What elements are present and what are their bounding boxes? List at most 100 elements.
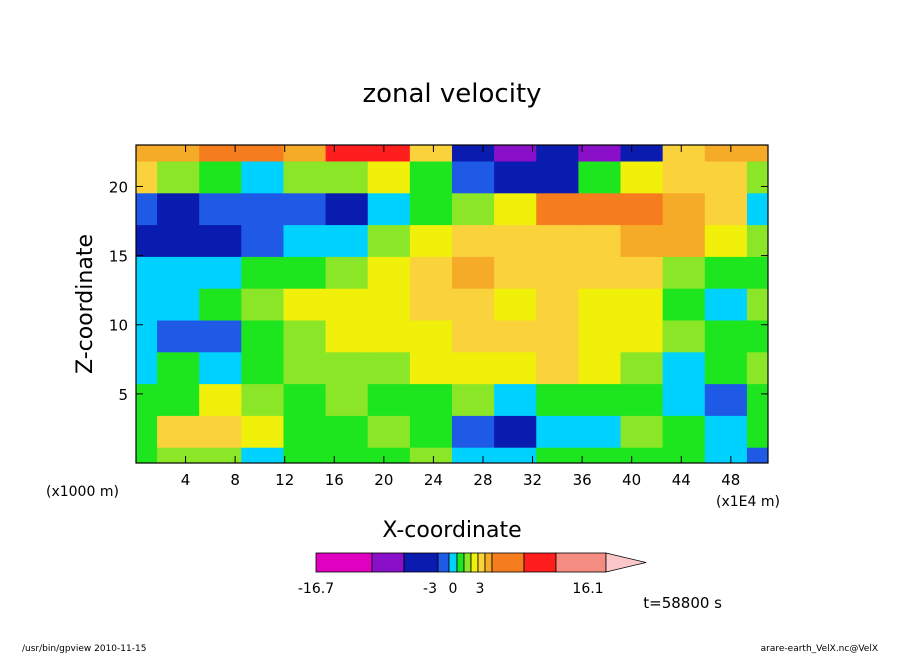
heatmap-cell bbox=[494, 160, 537, 194]
heatmap-cell bbox=[325, 160, 369, 194]
heatmap-cell bbox=[136, 447, 158, 463]
heatmap-cell bbox=[620, 224, 664, 257]
heatmap-cell bbox=[157, 145, 200, 162]
x-tick-label: 48 bbox=[721, 471, 740, 489]
y-tick-label: 20 bbox=[109, 178, 128, 196]
heatmap-cell bbox=[199, 256, 242, 289]
heatmap-cell bbox=[283, 447, 327, 463]
heatmap-cell bbox=[325, 145, 369, 162]
heatmap-cell bbox=[283, 192, 327, 226]
heatmap-cell bbox=[409, 351, 453, 385]
heatmap-cell bbox=[241, 192, 285, 226]
heatmap-cell bbox=[578, 351, 622, 385]
colorbar-segment bbox=[371, 552, 405, 573]
heatmap-cell bbox=[367, 319, 411, 353]
heatmap-cell bbox=[199, 192, 242, 226]
heatmap-cell bbox=[325, 256, 369, 289]
heatmap-cell bbox=[452, 288, 495, 321]
heatmap-cell bbox=[325, 447, 369, 463]
x-tick-label: 4 bbox=[181, 471, 191, 489]
x-tick-label: 32 bbox=[523, 471, 542, 489]
heatmap-cell bbox=[367, 288, 411, 321]
heatmap-cell bbox=[199, 288, 242, 321]
heatmap-cell bbox=[199, 224, 242, 257]
heatmap-cell bbox=[536, 192, 579, 226]
heatmap-cell bbox=[409, 383, 453, 416]
y-axis: 5 10 15 20 bbox=[109, 178, 768, 404]
x-axis: 4 8 12 16 20 24 28 32 36 40 44 48 bbox=[181, 145, 740, 489]
x-tick-label: 16 bbox=[325, 471, 344, 489]
heatmap-cell bbox=[409, 319, 453, 353]
heatmap-cell bbox=[494, 192, 537, 226]
heatmap-cell bbox=[409, 447, 453, 463]
heatmap-cell bbox=[367, 224, 411, 257]
heatmap-cell bbox=[620, 383, 664, 416]
heatmap-cell bbox=[283, 256, 327, 289]
heatmap-cell bbox=[452, 160, 495, 194]
heatmap-cell bbox=[662, 145, 706, 162]
colorbar-segment bbox=[470, 552, 479, 573]
heatmap-cell bbox=[409, 256, 453, 289]
heatmap-cell bbox=[452, 383, 495, 416]
heatmap-cell bbox=[578, 192, 622, 226]
y-tick-label: 15 bbox=[109, 248, 128, 266]
chart-title: zonal velocity bbox=[362, 79, 541, 109]
heatmap-cell bbox=[199, 145, 242, 162]
heatmap-cell bbox=[662, 383, 706, 416]
x-tick-label: 36 bbox=[573, 471, 592, 489]
heatmap-cell bbox=[136, 288, 158, 321]
heatmap-cell bbox=[367, 145, 411, 162]
colorbar-segment bbox=[491, 552, 525, 573]
heatmap-cell bbox=[367, 192, 411, 226]
heatmap-cell bbox=[452, 351, 495, 385]
heatmap-cell bbox=[620, 256, 664, 289]
heatmap-cell bbox=[367, 383, 411, 416]
heatmap-cell bbox=[283, 351, 327, 385]
heatmap-cell bbox=[704, 319, 748, 353]
heatmap-cell bbox=[157, 160, 200, 194]
heatmap-cell bbox=[620, 160, 664, 194]
heatmap-cell bbox=[494, 288, 537, 321]
heatmap-cell bbox=[662, 288, 706, 321]
heatmap-cell bbox=[136, 319, 158, 353]
heatmap-cell bbox=[620, 447, 664, 463]
heatmap-cell bbox=[746, 351, 768, 385]
x-unit-right: (x1E4 m) bbox=[716, 494, 780, 510]
heatmap-cell bbox=[325, 351, 369, 385]
heatmap-cell bbox=[494, 415, 537, 448]
heatmap-cell bbox=[283, 319, 327, 353]
heatmap-cell bbox=[704, 288, 748, 321]
heatmap-cell bbox=[662, 256, 706, 289]
heatmap-cell bbox=[241, 383, 285, 416]
heatmap-cell bbox=[241, 224, 285, 257]
heatmap-cell bbox=[536, 224, 579, 257]
heatmap-cell bbox=[620, 145, 664, 162]
plot-area bbox=[135, 144, 769, 464]
heatmap-cell bbox=[241, 447, 285, 463]
heatmap-cell bbox=[494, 447, 537, 463]
heatmap-cell bbox=[662, 192, 706, 226]
heatmap-cell bbox=[241, 145, 285, 162]
heatmap-cell bbox=[536, 145, 579, 162]
heatmap-cell bbox=[157, 447, 200, 463]
heatmap-cell bbox=[136, 224, 158, 257]
heatmap-cell bbox=[136, 160, 158, 194]
heatmap-cell bbox=[136, 383, 158, 416]
heatmap-cell bbox=[704, 192, 748, 226]
heatmap-cell bbox=[494, 224, 537, 257]
x-tick-label: 8 bbox=[230, 471, 240, 489]
heatmap-cell bbox=[662, 319, 706, 353]
heatmap-cell bbox=[136, 145, 158, 162]
x-tick-label: 24 bbox=[424, 471, 443, 489]
heatmap-cell bbox=[283, 145, 327, 162]
heatmap-cell bbox=[494, 383, 537, 416]
heatmap-cell bbox=[157, 383, 200, 416]
heatmap-cell bbox=[704, 256, 748, 289]
heatmap-cell bbox=[746, 224, 768, 257]
heatmap-cell bbox=[536, 256, 579, 289]
heatmap-cell bbox=[746, 447, 768, 463]
heatmap-cell bbox=[367, 415, 411, 448]
heatmap-cells bbox=[136, 145, 768, 463]
heatmap-cell bbox=[536, 351, 579, 385]
heatmap-cell bbox=[536, 447, 579, 463]
